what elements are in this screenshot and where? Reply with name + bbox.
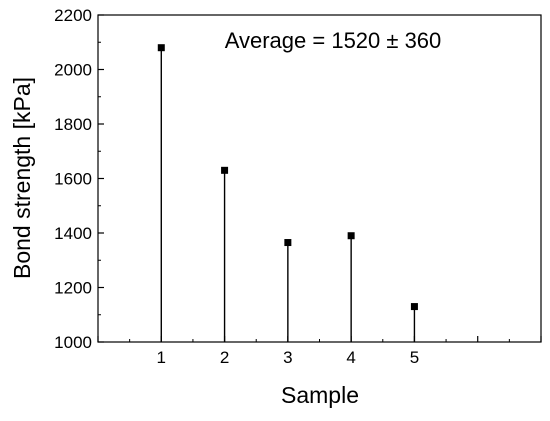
y-tick-label: 1800 [54, 115, 92, 134]
y-tick-label: 1600 [54, 170, 92, 189]
plot-frame [97, 14, 542, 343]
y-axis-tick-labels: 1000 1200 1400 1600 1800 2000 2200 [54, 6, 92, 352]
data-point-marker [221, 166, 229, 174]
data-point-marker [410, 303, 418, 311]
data-point-marker [157, 44, 165, 52]
data-markers [157, 44, 418, 311]
y-tick-label: 1000 [54, 333, 92, 352]
y-tick-label: 1400 [54, 224, 92, 243]
x-tick-label: 4 [346, 348, 355, 367]
y-tick-label: 2200 [54, 6, 92, 25]
data-point-marker [284, 239, 292, 247]
data-point-marker [347, 232, 355, 240]
y-tick-label: 1200 [54, 279, 92, 298]
data-stems [160, 47, 416, 342]
x-tick-label: 5 [410, 348, 419, 367]
x-axis-tick-labels: 1 2 3 4 5 [157, 348, 420, 367]
y-axis-title: Bond strength [kPa] [9, 77, 35, 279]
x-axis-ticks [97, 336, 542, 342]
y-axis-ticks [98, 14, 104, 343]
x-axis-title: Sample [281, 382, 359, 408]
average-annotation: Average = 1520 ± 360 [225, 28, 442, 53]
x-tick-label: 3 [283, 348, 292, 367]
y-tick-label: 2000 [54, 61, 92, 80]
x-tick-label: 1 [157, 348, 166, 367]
x-tick-label: 2 [220, 348, 229, 367]
